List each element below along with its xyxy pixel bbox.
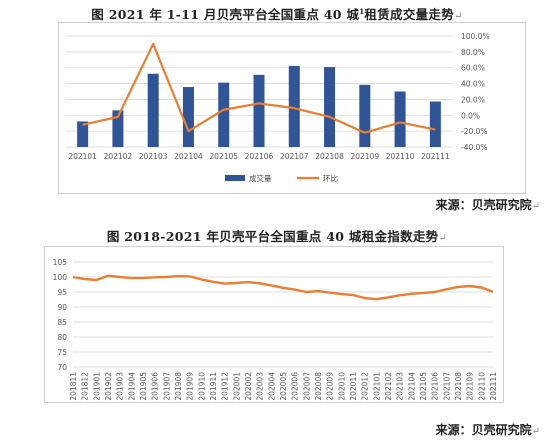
bar	[429, 101, 441, 147]
bar	[394, 91, 406, 147]
legend-label-mom: 环比	[323, 173, 338, 183]
x-tick-label: 202105	[419, 372, 428, 401]
y-tick-label: 105	[53, 258, 68, 267]
x-tick-label: 202101	[372, 372, 381, 401]
chart2-source: 来源：贝壳研究院↵	[436, 421, 540, 438]
x-tick-label: 202103	[396, 372, 405, 401]
x-tick-label: 202103	[139, 152, 168, 161]
x-tick-label: 202110	[386, 152, 415, 161]
bar	[147, 73, 159, 147]
bar	[218, 82, 230, 147]
y-tick-label: 80	[57, 333, 67, 342]
chart1-source: 来源：贝壳研究院↵	[436, 196, 540, 213]
x-tick-label: 201811	[69, 372, 78, 401]
x-tick-label: 201911	[209, 372, 218, 401]
x-tick-label: 202105	[209, 152, 238, 161]
x-tick-label: 201901	[92, 372, 101, 401]
x-tick-label: 202111	[489, 372, 498, 401]
x-tick-label: 201907	[162, 372, 171, 401]
x-tick-label: 202111	[421, 152, 450, 161]
x-tick-label: 202006	[291, 372, 300, 401]
x-tick-label: 202108	[315, 152, 344, 161]
x-tick-label: 202002	[244, 372, 253, 401]
chart2-panel: 105 100 95 90 85 80 75 70 201811 201812 201901 2019…	[44, 246, 504, 403]
x-tick-label: 202012	[361, 372, 370, 401]
y-tick-label: 95	[57, 288, 67, 297]
chart2-title-text: 图 2018-2021 年贝壳平台全国重点 40 城租金指数走势	[106, 229, 439, 244]
y-tick-label: 80.0%	[461, 48, 485, 57]
legend-label-volume: 成交量	[249, 173, 272, 183]
y-tick-label: 60.0%	[461, 64, 485, 73]
x-tick-label: 202107	[280, 152, 309, 161]
x-tick-label: 202102	[104, 152, 133, 161]
x-tick-label: 201912	[221, 372, 230, 401]
y-tick-label: 90	[57, 303, 67, 312]
bar	[359, 84, 371, 147]
return-mark-icon: ↵	[454, 11, 463, 22]
x-tick-label: 201902	[104, 372, 113, 401]
chart1-title-footnote: 1	[359, 6, 365, 16]
x-tick-label: 201904	[127, 372, 136, 401]
x-tick-label: 202107	[442, 372, 451, 401]
y-tick-label: 75	[57, 348, 67, 357]
y-tick-label: 40.0%	[461, 80, 485, 89]
x-tick-label: 202104	[174, 152, 203, 161]
y-tick-label: 20.0%	[461, 95, 485, 104]
x-tick-label: 201905	[139, 372, 148, 401]
x-tick-label: 202005	[279, 372, 288, 401]
series-line-rent-index	[72, 274, 494, 301]
x-tick-label: 202101	[68, 152, 97, 161]
x-tick-label: 202109	[466, 372, 475, 401]
bar	[182, 87, 194, 147]
x-tick-label: 201812	[81, 372, 90, 401]
x-tick-label: 202108	[454, 372, 463, 401]
x-tick-label: 202004	[267, 372, 276, 401]
chart1-title-tail: 租赁成交量走势	[364, 7, 455, 22]
chart1-title: 图 2021 年 1-11 月贝壳平台全国重点 40 城1租赁成交量走势↵	[0, 4, 554, 23]
bar	[288, 65, 300, 147]
x-tick-label: 201910	[197, 372, 206, 401]
x-tick-label: 202011	[349, 372, 358, 401]
y-tick-label: 70	[57, 363, 67, 372]
chart1-source-text: 来源：贝壳研究院	[435, 198, 532, 212]
x-tick-label: 202106	[245, 152, 274, 161]
x-tick-label: 202001	[232, 372, 241, 401]
x-tick-label: 201909	[186, 372, 195, 401]
chart1-title-main: 图 2021 年 1-11 月贝壳平台全国重点 40 城	[91, 7, 360, 22]
y-tick-label: 85	[57, 318, 67, 327]
chart1-panel: 100.0% 80.0% 60.0% 40.0% 20.0% 0.0% -20.0% -40.…	[58, 22, 526, 194]
y-tick-label: 0.0%	[461, 111, 480, 120]
x-tick-label: 202110	[477, 372, 486, 401]
x-tick-label: 201906	[151, 372, 160, 401]
x-tick-label: 202003	[256, 372, 265, 401]
bar	[324, 67, 336, 147]
chart2-title: 图 2018-2021 年贝壳平台全国重点 40 城租金指数走势↵	[0, 226, 554, 245]
x-tick-label: 202104	[407, 372, 416, 401]
x-tick-label: 202109	[350, 152, 379, 161]
bar	[77, 121, 89, 147]
x-tick-label: 202106	[431, 372, 440, 401]
series-line-mom	[82, 42, 436, 134]
x-tick-label: 202008	[314, 372, 323, 401]
chart2-source-text: 来源：贝壳研究院	[435, 423, 532, 437]
y-tick-label: -40.0%	[461, 143, 488, 152]
bar	[253, 74, 265, 147]
return-mark-icon: ↵	[438, 233, 448, 244]
bar	[112, 110, 124, 147]
return-mark-icon: ↵	[531, 426, 540, 437]
x-tick-label: 202007	[302, 372, 311, 401]
y-tick-label: -20.0%	[461, 127, 488, 136]
return-mark-icon: ↵	[531, 201, 540, 212]
x-tick-label: 201903	[116, 372, 125, 401]
chart1-svg: 100.0% 80.0% 60.0% 40.0% 20.0% 0.0% -20.0% -40.…	[65, 32, 490, 183]
y-tick-label: 100.0%	[461, 32, 490, 41]
x-tick-label: 202102	[384, 372, 393, 401]
y-tick-label: 100	[53, 273, 68, 282]
x-tick-label: 202010	[337, 372, 346, 401]
x-tick-label: 201908	[174, 372, 183, 401]
x-tick-label: 202009	[326, 372, 335, 401]
legend-swatch-volume	[225, 175, 245, 181]
